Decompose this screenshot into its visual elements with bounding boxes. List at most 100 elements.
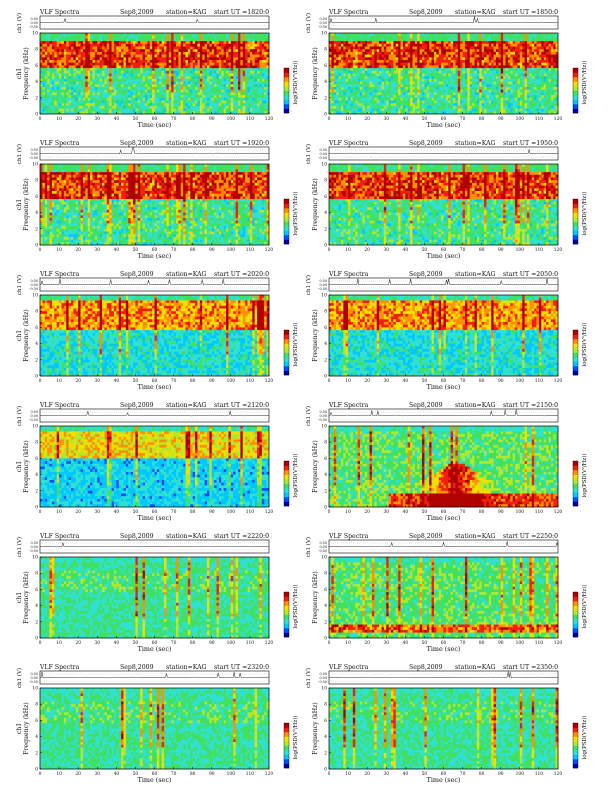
spectrogram-cell <box>66 35 69 39</box>
spectrogram-cell <box>352 62 356 66</box>
spectrogram-cell <box>398 100 401 104</box>
spectrogram-cell <box>178 43 182 47</box>
spectrogram-cell <box>426 33 430 36</box>
spectrogram-cell <box>121 33 124 36</box>
spectrogram-cell <box>56 84 60 88</box>
spectrogram-cell <box>455 54 459 58</box>
spectrogram-cell <box>407 78 411 82</box>
spectrogram-cell <box>453 103 456 107</box>
spectrogram-cell <box>357 65 361 69</box>
spectrogram-cell <box>156 65 160 69</box>
spectrogram-cell <box>195 84 198 88</box>
spectrogram-cell <box>209 60 213 63</box>
spectrogram-cell <box>82 89 86 93</box>
spectrogram-cell <box>130 105 134 109</box>
spectrogram-cell <box>118 35 122 39</box>
spectrogram-cell <box>161 84 165 88</box>
spectrogram-cell <box>142 43 146 47</box>
spectrogram-cell <box>102 33 105 36</box>
spectrogram-cell <box>125 100 129 104</box>
spectrogram-cell <box>137 76 141 80</box>
spectrogram-cell <box>426 100 430 104</box>
spectrogram-cell <box>424 103 428 107</box>
spectrogram-cell <box>85 60 89 63</box>
spectrogram-cell <box>400 89 404 93</box>
spectrogram-cell <box>49 51 53 55</box>
spectrogram-cell <box>360 51 363 55</box>
spectrogram-cell <box>154 78 158 82</box>
spectrogram-cell <box>360 95 363 99</box>
spectrogram-cell <box>343 49 346 53</box>
spectrogram-cell <box>441 57 444 61</box>
spectrogram-cell <box>113 108 117 112</box>
spectrogram-cell <box>149 111 153 115</box>
spectrogram-cell <box>417 103 420 107</box>
spectrogram-cell <box>104 49 108 53</box>
spectrogram-cell <box>457 35 461 39</box>
spectrogram-cell <box>460 84 463 88</box>
spectrogram-cell <box>391 38 394 42</box>
spectrogram-cell <box>128 105 131 109</box>
spectrogram-cell <box>407 57 411 61</box>
spectrogram-cell <box>204 73 208 77</box>
spectrogram-cell <box>44 46 48 50</box>
spectrogram-cell <box>173 81 177 85</box>
spectrogram-cell <box>460 68 463 72</box>
spectrogram-cell <box>472 38 475 42</box>
spectrogram-cell <box>171 92 174 96</box>
spectrogram-cell <box>433 84 437 88</box>
spectrogram-cell <box>149 78 153 82</box>
spectrogram-cell <box>197 87 201 90</box>
spectrogram-cell <box>467 95 471 99</box>
spectrogram-cell <box>345 46 349 50</box>
spectrogram-cell <box>104 78 108 82</box>
spectrogram-cell <box>192 60 196 63</box>
spectrogram-cell <box>338 87 342 90</box>
spectrogram-cell <box>481 108 485 112</box>
spectrogram-cell <box>111 76 115 80</box>
spectrogram-cell <box>90 105 93 109</box>
spectrogram-cell <box>211 78 215 82</box>
spectrogram-cell <box>476 57 480 61</box>
spectrogram-cell <box>469 108 473 112</box>
spectrogram-cell <box>104 100 108 104</box>
spectrogram-cell <box>42 81 46 85</box>
spectrogram-cell <box>218 92 222 96</box>
spectrogram-cell <box>433 35 437 39</box>
spectrogram-cell <box>142 49 146 53</box>
spectrogram-cell <box>410 92 413 96</box>
spectrogram-cell <box>395 46 399 50</box>
spectrogram-cell <box>460 65 463 69</box>
spectrogram-cell <box>142 84 146 88</box>
spectrogram-cell <box>379 41 382 45</box>
spectrogram-cell <box>379 84 382 88</box>
spectrogram-cell <box>376 68 380 72</box>
spectrogram-cell <box>453 87 456 90</box>
spectrogram-cell <box>350 108 354 112</box>
spectrogram-cell <box>171 35 174 39</box>
spectrogram-cell <box>47 108 50 112</box>
spectrogram-cell <box>156 92 160 96</box>
spectrogram-cell <box>104 46 108 50</box>
spectrogram-cell <box>192 43 196 47</box>
spectrogram-cell <box>450 78 454 82</box>
spectrogram-cell <box>400 54 404 58</box>
spectrogram-cell <box>133 84 136 88</box>
spectrogram-cell <box>345 84 349 88</box>
spectrogram-cell <box>362 73 366 77</box>
spectrogram-cell <box>206 60 210 63</box>
spectrogram-cell <box>450 95 454 99</box>
spectrogram-cell <box>44 51 48 55</box>
spectrogram-cell <box>479 103 482 107</box>
spectrogram-cell <box>82 87 86 90</box>
spectrogram-cell <box>343 84 346 88</box>
spectrogram-cell <box>161 54 165 58</box>
spectrogram-cell <box>391 73 394 77</box>
spectrogram-cell <box>379 33 382 36</box>
spectrogram-cell <box>66 81 69 85</box>
spectrogram-cell <box>147 95 151 99</box>
spectrogram-cell <box>175 95 179 99</box>
spectrogram-cell <box>161 81 165 85</box>
spectrogram-cell <box>92 111 96 115</box>
spectrogram-cell <box>102 62 105 66</box>
